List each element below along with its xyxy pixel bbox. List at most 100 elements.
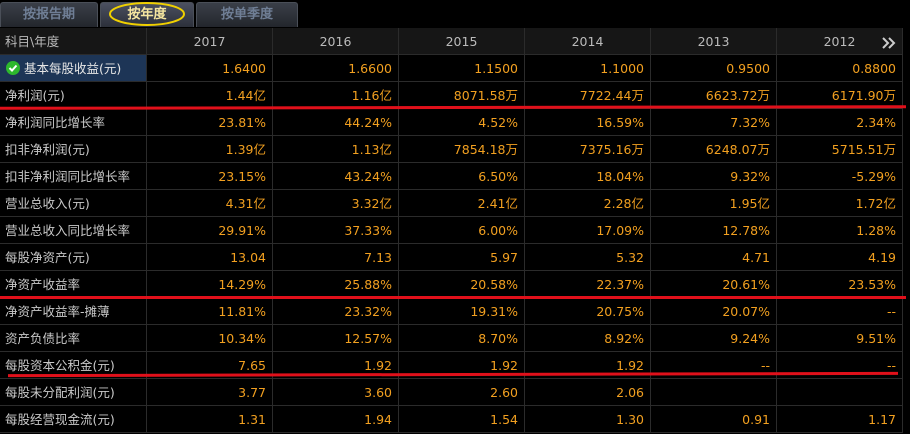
value-cell: 1.95亿 <box>651 190 777 217</box>
row-label: 每股经营现金流(元) <box>0 406 147 433</box>
value-cell: 5.32 <box>525 244 651 271</box>
value-cell: 4.19 <box>777 244 903 271</box>
column-header: 2013 <box>651 28 777 55</box>
value-cell: 4.31亿 <box>147 190 273 217</box>
highlight-line <box>0 296 906 299</box>
value-cell: 18.04% <box>525 163 651 190</box>
value-cell: 20.75% <box>525 298 651 325</box>
value-cell: 1.92 <box>525 352 651 379</box>
row-label: 净资产收益率-摊薄 <box>0 298 147 325</box>
value-cell: 20.61% <box>651 271 777 298</box>
value-cell: -- <box>651 352 777 379</box>
tab[interactable]: 按单季度 <box>196 2 298 27</box>
value-cell: 3.32亿 <box>273 190 399 217</box>
value-cell: 2.34% <box>777 109 903 136</box>
value-cell: 7.13 <box>273 244 399 271</box>
value-cell: -- <box>777 352 903 379</box>
value-cell: 44.24% <box>273 109 399 136</box>
value-cell: 1.16亿 <box>273 82 399 109</box>
tab-highlight <box>109 2 185 26</box>
empty-cell <box>651 379 777 406</box>
column-header: 2015 <box>399 28 525 55</box>
row-label: 每股净资产(元) <box>0 244 147 271</box>
value-cell: 1.30 <box>525 406 651 433</box>
value-cell: 14.29% <box>147 271 273 298</box>
value-cell: 6171.90万 <box>777 82 903 109</box>
value-cell: 7.65 <box>147 352 273 379</box>
value-cell: 12.78% <box>651 217 777 244</box>
value-cell: 23.15% <box>147 163 273 190</box>
empty-cell <box>777 379 903 406</box>
value-cell: 12.57% <box>273 325 399 352</box>
value-cell: 6.00% <box>399 217 525 244</box>
value-cell: 0.91 <box>651 406 777 433</box>
value-cell: 23.81% <box>147 109 273 136</box>
value-cell: 5715.51万 <box>777 136 903 163</box>
value-cell: 1.94 <box>273 406 399 433</box>
value-cell: 2.41亿 <box>399 190 525 217</box>
value-cell: 29.91% <box>147 217 273 244</box>
value-cell: 22.37% <box>525 271 651 298</box>
value-cell: 1.13亿 <box>273 136 399 163</box>
row-label: 每股资本公积金(元) <box>0 352 147 379</box>
value-cell: 6.50% <box>399 163 525 190</box>
value-cell: 0.9500 <box>651 55 777 82</box>
value-cell: 7375.16万 <box>525 136 651 163</box>
value-cell: 9.24% <box>651 325 777 352</box>
value-cell: 9.32% <box>651 163 777 190</box>
value-cell: 25.88% <box>273 271 399 298</box>
value-cell: 1.92 <box>273 352 399 379</box>
value-cell: 23.53% <box>777 271 903 298</box>
value-cell: 6248.07万 <box>651 136 777 163</box>
row-label: 每股未分配利润(元) <box>0 379 147 406</box>
row-label: 扣非净利润同比增长率 <box>0 163 147 190</box>
value-cell: 1.1500 <box>399 55 525 82</box>
value-cell: 20.58% <box>399 271 525 298</box>
value-cell: 43.24% <box>273 163 399 190</box>
value-cell: 1.1000 <box>525 55 651 82</box>
value-cell: 23.32% <box>273 298 399 325</box>
value-cell: 37.33% <box>273 217 399 244</box>
value-cell: 1.54 <box>399 406 525 433</box>
value-cell: 3.77 <box>147 379 273 406</box>
value-cell: 10.34% <box>147 325 273 352</box>
value-cell: 1.17 <box>777 406 903 433</box>
value-cell: 1.6600 <box>273 55 399 82</box>
value-cell: 2.60 <box>399 379 525 406</box>
row-label: 净资产收益率 <box>0 271 147 298</box>
value-cell: 2.28亿 <box>525 190 651 217</box>
value-cell: 1.72亿 <box>777 190 903 217</box>
column-header: 2014 <box>525 28 651 55</box>
value-cell: 4.52% <box>399 109 525 136</box>
column-header: 2016 <box>273 28 399 55</box>
scroll-right-icon[interactable] <box>880 34 898 52</box>
value-cell: 1.31 <box>147 406 273 433</box>
value-cell: 1.39亿 <box>147 136 273 163</box>
column-header: 科目\年度 <box>0 28 147 55</box>
value-cell: 13.04 <box>147 244 273 271</box>
value-cell: 3.60 <box>273 379 399 406</box>
value-cell: 0.8800 <box>777 55 903 82</box>
value-cell: -- <box>777 298 903 325</box>
value-cell: 11.81% <box>147 298 273 325</box>
value-cell: 19.31% <box>399 298 525 325</box>
row-label: 净利润同比增长率 <box>0 109 147 136</box>
value-cell: 1.44亿 <box>147 82 273 109</box>
row-label: 营业总收入(元) <box>0 190 147 217</box>
value-cell: 4.71 <box>651 244 777 271</box>
value-cell: 7.32% <box>651 109 777 136</box>
value-cell: 8.92% <box>525 325 651 352</box>
value-cell: 8.70% <box>399 325 525 352</box>
row-label: 净利润(元) <box>0 82 147 109</box>
value-cell: 17.09% <box>525 217 651 244</box>
row-label: 资产负债比率 <box>0 325 147 352</box>
tab[interactable]: 按报告期 <box>0 2 98 27</box>
value-cell: 1.92 <box>399 352 525 379</box>
column-header: 2012 <box>777 28 903 55</box>
value-cell: -5.29% <box>777 163 903 190</box>
check-icon <box>6 61 20 75</box>
value-cell: 7854.18万 <box>399 136 525 163</box>
value-cell: 1.6400 <box>147 55 273 82</box>
value-cell: 1.28% <box>777 217 903 244</box>
